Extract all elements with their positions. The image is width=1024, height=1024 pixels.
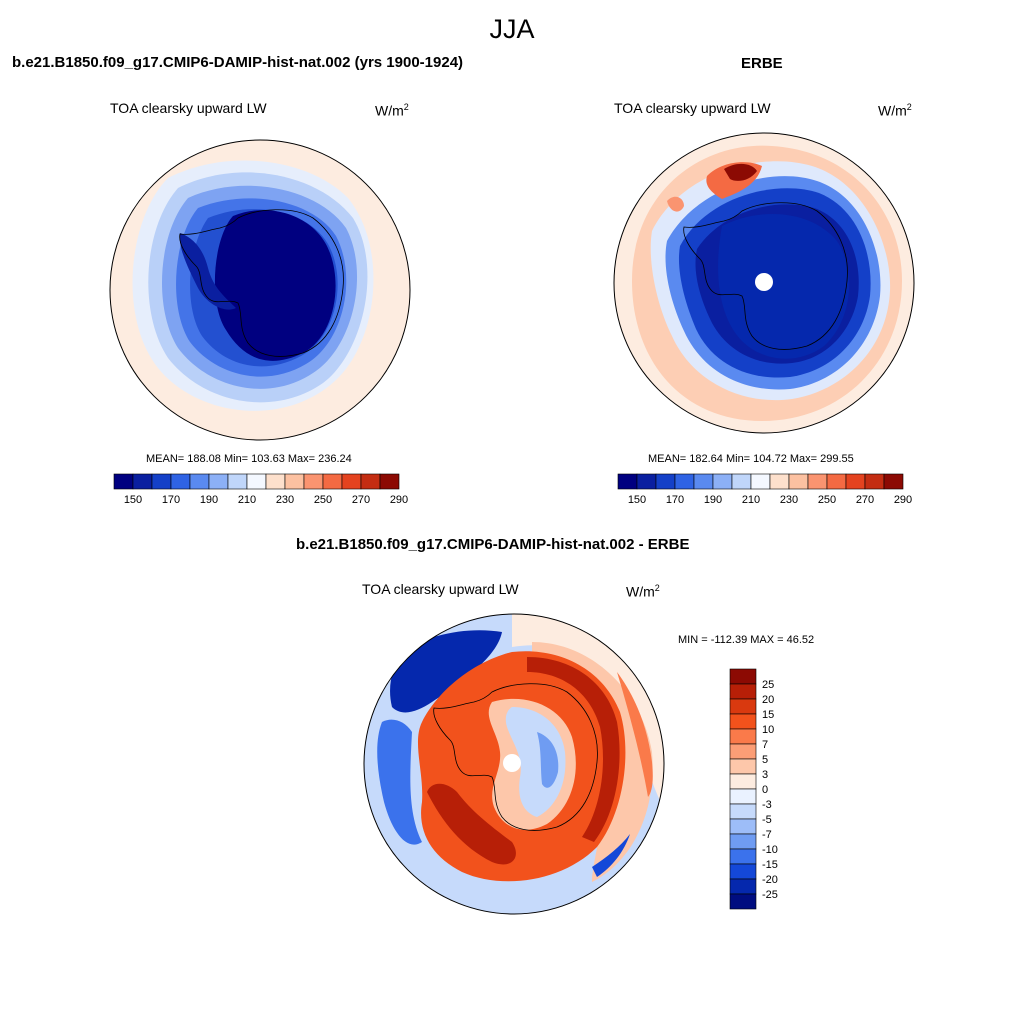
panel-1-colorbar-swatch bbox=[303, 473, 324, 490]
panel-3-colorbar: 25 20 15 10 7 5 3 0 -3 -5 -7 -10 -15 -20 -25 bbox=[729, 668, 778, 910]
panel-1-colorbar-tick-label: 230 bbox=[276, 494, 294, 506]
panel-1-colorbar-tick-label: 290 bbox=[390, 494, 408, 506]
panel-3-colorbar-tick-label: -7 bbox=[762, 829, 772, 841]
panel-3-colorbar-tick-label: 20 bbox=[762, 694, 774, 706]
panel-2-colorbar-swatch bbox=[750, 473, 771, 490]
panel-2-units: W/m2 bbox=[878, 102, 912, 119]
panel-3-colorbar-swatch bbox=[729, 728, 757, 745]
panel-2-colorbar-swatch bbox=[674, 473, 695, 490]
panel-1-colorbar-swatch bbox=[132, 473, 153, 490]
panel-3-colorbar-swatch bbox=[729, 743, 757, 760]
figure-title: JJA bbox=[489, 14, 535, 44]
panel-2-colorbar-tick-label: 290 bbox=[894, 494, 912, 506]
panel-3-colorbar-tick-label: 5 bbox=[762, 754, 768, 766]
panel-2-colorbar-tick-label: 170 bbox=[666, 494, 684, 506]
panel-3-colorbar-swatch bbox=[729, 683, 757, 700]
panel-3-colorbar-swatch bbox=[729, 863, 757, 880]
panel-1-colorbar-swatch bbox=[322, 473, 343, 490]
panel-2-colorbar-swatch bbox=[769, 473, 790, 490]
panel-1-title: b.e21.B1850.f09_g17.CMIP6-DAMIP-hist-nat… bbox=[12, 54, 464, 71]
panel-2-colorbar-swatch bbox=[807, 473, 828, 490]
panel-3-polar-map bbox=[363, 613, 665, 915]
panel-3-colorbar-tick-label: -3 bbox=[762, 799, 772, 811]
panel-2-colorbar-swatch bbox=[636, 473, 657, 490]
panel-3-colorbar-tick-label: 10 bbox=[762, 724, 774, 736]
panel-3-colorbar-swatch bbox=[729, 848, 757, 865]
panel-1-colorbar-swatch bbox=[113, 473, 134, 490]
panel-3-colorbar-swatch bbox=[729, 713, 757, 730]
panel-1-colorbar-tick-label: 190 bbox=[200, 494, 218, 506]
panel-1-colorbar-tick-label: 210 bbox=[238, 494, 256, 506]
panel-2-colorbar-swatch bbox=[655, 473, 676, 490]
panel-2-colorbar: 150 170 190 210 230 250 270 290 bbox=[617, 473, 912, 506]
panel-3-colorbar-tick-label: 15 bbox=[762, 709, 774, 721]
panel-3-title: b.e21.B1850.f09_g17.CMIP6-DAMIP-hist-nat… bbox=[296, 536, 690, 553]
panel-2-title: ERBE bbox=[741, 55, 783, 72]
panel-1-colorbar-swatch bbox=[151, 473, 172, 490]
panel-2-colorbar-tick-label: 270 bbox=[856, 494, 874, 506]
panel-2-colorbar-swatch bbox=[826, 473, 847, 490]
panel-2-colorbar-tick-label: 150 bbox=[628, 494, 646, 506]
panel-3-colorbar-tick-label: 0 bbox=[762, 784, 768, 796]
panel-1-colorbar-swatch bbox=[341, 473, 362, 490]
panel-2-colorbar-tick-label: 210 bbox=[742, 494, 760, 506]
panel-3-colorbar-tick-label: 25 bbox=[762, 679, 774, 691]
panel-1-colorbar-swatch bbox=[246, 473, 267, 490]
panel-2-colorbar-tick-label: 230 bbox=[780, 494, 798, 506]
panel-1-colorbar-tick-label: 150 bbox=[124, 494, 142, 506]
panel-3-colorbar-tick-label: -15 bbox=[762, 859, 778, 871]
panel-1-colorbar-tick-label: 270 bbox=[352, 494, 370, 506]
panel-3-colorbar-swatch bbox=[729, 773, 757, 790]
panel-3-colorbar-swatch bbox=[729, 893, 757, 910]
panel-1-colorbar-swatch bbox=[265, 473, 286, 490]
panel-2-stats: MEAN= 182.64 Min= 104.72 Max= 299.55 bbox=[648, 453, 854, 465]
panel-3-colorbar-swatch bbox=[729, 788, 757, 805]
panel-1-stats: MEAN= 188.08 Min= 103.63 Max= 236.24 bbox=[146, 453, 352, 465]
panel-3-colorbar-swatch bbox=[729, 698, 757, 715]
panel-3-colorbar-tick-label: 7 bbox=[762, 739, 768, 751]
panel-1-colorbar-swatch bbox=[208, 473, 229, 490]
panel-3-colorbar-swatch bbox=[729, 833, 757, 850]
panel-3-colorbar-swatch bbox=[729, 668, 757, 685]
panel-3-colorbar-swatch bbox=[729, 758, 757, 775]
panel-3-colorbar-tick-label: 3 bbox=[762, 769, 768, 781]
panel-2-colorbar-swatch bbox=[712, 473, 733, 490]
panel-3-colorbar-tick-label: -20 bbox=[762, 874, 778, 886]
panel-3-stats: MIN = -112.39 MAX = 46.52 bbox=[678, 634, 815, 646]
panel-2-colorbar-swatch bbox=[864, 473, 885, 490]
panel-3-colorbar-tick-label: -25 bbox=[762, 889, 778, 901]
panel-3-units: W/m2 bbox=[626, 583, 660, 600]
panel-1-variable: TOA clearsky upward LW bbox=[110, 100, 267, 116]
panel-2-colorbar-swatch bbox=[845, 473, 866, 490]
panel-3-colorbar-tick-label: -10 bbox=[762, 844, 778, 856]
panel-2-colorbar-tick-label: 190 bbox=[704, 494, 722, 506]
panel-2-colorbar-tick-label: 250 bbox=[818, 494, 836, 506]
panel-1-polar-map bbox=[109, 139, 411, 441]
panel-1-colorbar-swatch bbox=[360, 473, 381, 490]
panel-3-colorbar-swatch bbox=[729, 818, 757, 835]
panel-2-colorbar-swatch bbox=[617, 473, 638, 490]
panel-2-colorbar-swatch bbox=[731, 473, 752, 490]
panel-1-colorbar-tick-label: 250 bbox=[314, 494, 332, 506]
panel-3-colorbar-tick-label: -5 bbox=[762, 814, 772, 826]
panel-1-colorbar-swatch bbox=[227, 473, 248, 490]
panel-1-colorbar-swatch bbox=[170, 473, 191, 490]
panel-2-colorbar-swatch bbox=[788, 473, 809, 490]
panel-1-units: W/m2 bbox=[375, 102, 409, 119]
panel-3-colorbar-swatch bbox=[729, 878, 757, 895]
panel-2-polar-map bbox=[613, 132, 915, 434]
panel-2-colorbar-swatch bbox=[693, 473, 714, 490]
panel-2-colorbar-swatch bbox=[883, 473, 904, 490]
panel-1-colorbar: 150 170 190 210 230 250 270 290 bbox=[113, 473, 408, 506]
panel-3-colorbar-swatch bbox=[729, 803, 757, 820]
panel-1-colorbar-swatch bbox=[189, 473, 210, 490]
panel-1-colorbar-tick-label: 170 bbox=[162, 494, 180, 506]
panel-3-variable: TOA clearsky upward LW bbox=[362, 581, 519, 597]
panel-2-variable: TOA clearsky upward LW bbox=[614, 100, 771, 116]
panel-1-colorbar-swatch bbox=[379, 473, 400, 490]
panel-1-colorbar-swatch bbox=[284, 473, 305, 490]
